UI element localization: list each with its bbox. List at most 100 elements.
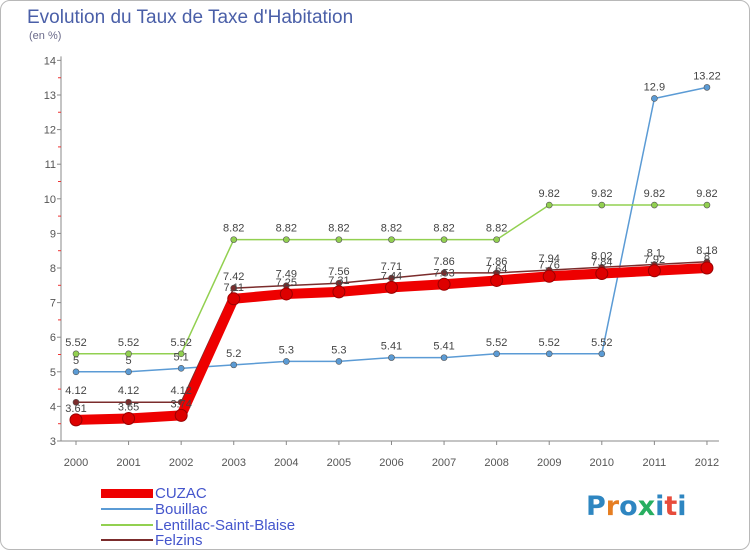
y-tick-label: 7 bbox=[50, 298, 56, 310]
data-label: 7.86 bbox=[486, 256, 507, 268]
data-label: 5.41 bbox=[433, 341, 454, 353]
data-label: 9.82 bbox=[591, 188, 612, 200]
data-point bbox=[700, 261, 714, 275]
data-label: 7.84 bbox=[591, 257, 612, 269]
data-label: 7.92 bbox=[644, 254, 665, 266]
data-label: 4.12 bbox=[118, 385, 139, 397]
x-tick-label: 2008 bbox=[484, 457, 508, 469]
data-label: 5.52 bbox=[65, 337, 86, 349]
data-label: 9.82 bbox=[696, 188, 717, 200]
legend-item-felzins: Felzins bbox=[101, 532, 203, 548]
data-point bbox=[388, 236, 395, 243]
data-label: 4.12 bbox=[170, 385, 191, 397]
data-label: 8.82 bbox=[223, 223, 244, 235]
data-label: 8.82 bbox=[381, 223, 402, 235]
logo-letter: o bbox=[619, 491, 638, 522]
data-point bbox=[335, 358, 343, 365]
data-point bbox=[545, 350, 553, 358]
data-point bbox=[493, 236, 500, 243]
data-label: 7.94 bbox=[539, 253, 560, 265]
data-point bbox=[598, 350, 606, 358]
data-point bbox=[542, 269, 556, 283]
legend-swatch bbox=[101, 539, 153, 541]
data-point bbox=[647, 264, 661, 278]
data-point bbox=[230, 361, 238, 369]
y-tick-label: 6 bbox=[50, 332, 56, 344]
data-label: 5.3 bbox=[331, 344, 346, 356]
data-label: 8.82 bbox=[433, 223, 454, 235]
data-point bbox=[227, 292, 241, 306]
legend-label: Lentillac-Saint-Blaise bbox=[155, 516, 296, 534]
data-point bbox=[283, 236, 290, 243]
data-point bbox=[388, 354, 395, 361]
data-point bbox=[493, 350, 500, 358]
data-point bbox=[69, 413, 83, 427]
y-tick-label: 5 bbox=[50, 367, 56, 379]
data-label: 5.41 bbox=[381, 341, 402, 353]
legend-item-bouillac: Bouillac bbox=[101, 501, 208, 517]
chart-subtitle: (en %) bbox=[29, 30, 62, 42]
data-label: 7.11 bbox=[223, 282, 244, 294]
y-tick-label: 9 bbox=[50, 228, 56, 240]
data-point bbox=[174, 408, 188, 422]
data-label: 7.86 bbox=[433, 256, 454, 268]
data-point bbox=[651, 95, 658, 102]
data-point bbox=[177, 350, 185, 358]
data-point bbox=[437, 277, 451, 291]
data-label: 7.25 bbox=[276, 277, 297, 289]
y-tick-label: 8 bbox=[50, 263, 56, 275]
data-label: 4.12 bbox=[65, 385, 86, 397]
data-point bbox=[335, 236, 343, 243]
data-point bbox=[283, 358, 290, 365]
data-point bbox=[72, 350, 80, 358]
data-label: 5.2 bbox=[226, 348, 241, 360]
logo-letter: t bbox=[664, 491, 678, 522]
data-label: 7.71 bbox=[381, 261, 402, 273]
data-point bbox=[177, 365, 185, 372]
logo-letter: P bbox=[586, 491, 606, 522]
data-label: 5.52 bbox=[486, 337, 507, 349]
data-label: 8.18 bbox=[696, 245, 717, 257]
data-point bbox=[125, 398, 132, 406]
legend-item-lentillac: Lentillac-Saint-Blaise bbox=[101, 517, 295, 533]
data-point bbox=[595, 267, 609, 281]
data-point bbox=[440, 354, 448, 361]
logo-letter: x bbox=[637, 491, 656, 522]
data-label: 5.52 bbox=[591, 337, 612, 349]
legend-label: CUZAC bbox=[155, 484, 207, 502]
data-label: 3.61 bbox=[65, 403, 86, 415]
x-tick-label: 2004 bbox=[274, 457, 298, 469]
legend-label: Bouillac bbox=[155, 500, 208, 518]
x-tick-label: 2006 bbox=[379, 457, 403, 469]
data-point bbox=[703, 201, 711, 209]
legend-swatch bbox=[101, 488, 153, 498]
logo-letter: r bbox=[605, 491, 620, 522]
x-tick-label: 2000 bbox=[64, 457, 88, 469]
legend-swatch bbox=[101, 508, 153, 510]
data-label: 5.52 bbox=[118, 337, 139, 349]
data-label: 8.02 bbox=[591, 250, 612, 262]
x-tick-label: 2009 bbox=[537, 457, 561, 469]
data-label: 7.64 bbox=[486, 263, 507, 275]
data-label: 7.53 bbox=[433, 267, 454, 279]
data-label: 8.1 bbox=[647, 248, 662, 260]
y-tick-label: 13 bbox=[44, 90, 56, 102]
data-label: 9.82 bbox=[539, 188, 560, 200]
data-label: 5.52 bbox=[539, 337, 560, 349]
data-label: 5.52 bbox=[170, 337, 191, 349]
data-label: 8.82 bbox=[276, 223, 297, 235]
data-label: 7.56 bbox=[328, 266, 349, 278]
x-tick-label: 2005 bbox=[327, 457, 351, 469]
y-tick-label: 10 bbox=[44, 194, 56, 206]
data-point bbox=[703, 84, 711, 91]
data-point bbox=[440, 236, 448, 243]
data-label: 12.9 bbox=[644, 81, 665, 93]
data-label: 5.3 bbox=[279, 344, 294, 356]
data-label: 8.82 bbox=[328, 223, 349, 235]
chart-title: Evolution du Taux de Taxe d'Habitation bbox=[27, 7, 354, 28]
data-label: 5.1 bbox=[174, 351, 189, 363]
data-point bbox=[490, 273, 504, 287]
data-label: 7.49 bbox=[276, 269, 297, 281]
legend-label: Felzins bbox=[155, 531, 203, 549]
data-point bbox=[279, 287, 293, 301]
